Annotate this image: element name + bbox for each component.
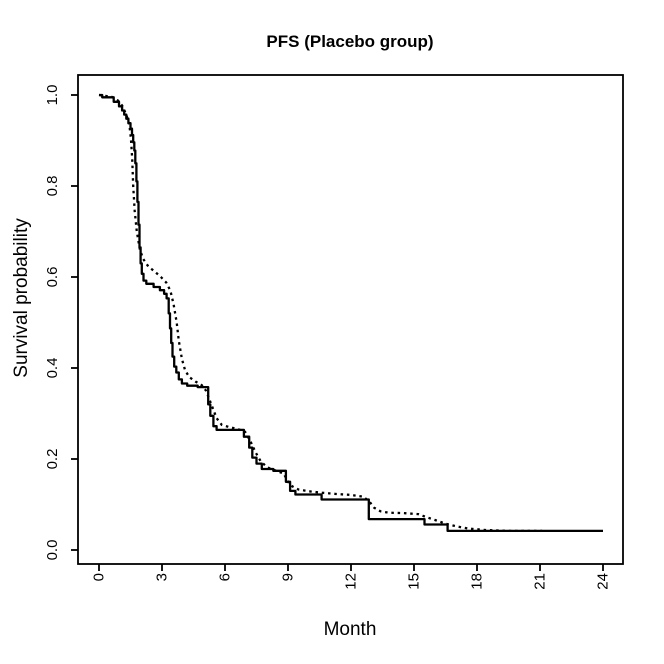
x-axis-tick-label: 12 bbox=[343, 573, 360, 590]
x-axis-tick-label: 21 bbox=[532, 573, 549, 590]
y-axis-label: Survival probability bbox=[11, 218, 32, 378]
chart-title: PFS (Placebo group) bbox=[266, 32, 433, 51]
y-axis-tick-label: 1.0 bbox=[44, 85, 61, 106]
x-axis-tick-label: 0 bbox=[91, 573, 108, 581]
series-dotted-smooth-curve bbox=[98, 93, 543, 533]
plot-border bbox=[77, 74, 624, 565]
y-axis-tick-label: 0.0 bbox=[44, 540, 61, 561]
series-solid-step-curve bbox=[99, 93, 603, 533]
y-axis-tick-label: 0.2 bbox=[44, 449, 61, 470]
x-axis-tick-label: 18 bbox=[469, 573, 486, 590]
x-axis-tick-label: 9 bbox=[280, 573, 297, 581]
x-axis-label: Month bbox=[324, 619, 377, 640]
x-axis-tick-label: 15 bbox=[406, 573, 423, 590]
y-axis-tick-label: 0.4 bbox=[44, 358, 61, 379]
plot-layer: 0 3 6 9 12 15 18 21 24 0.0 0.2 0.4 0.6 0.8 1.0 bbox=[44, 74, 624, 590]
x-axis-tick-label: 24 bbox=[595, 573, 612, 590]
x-axis-tick-label: 6 bbox=[217, 573, 234, 581]
y-axis-tick-label: 0.6 bbox=[44, 267, 61, 288]
x-axis-tick-label: 3 bbox=[154, 573, 171, 581]
y-axis-tick-label: 0.8 bbox=[44, 176, 61, 197]
